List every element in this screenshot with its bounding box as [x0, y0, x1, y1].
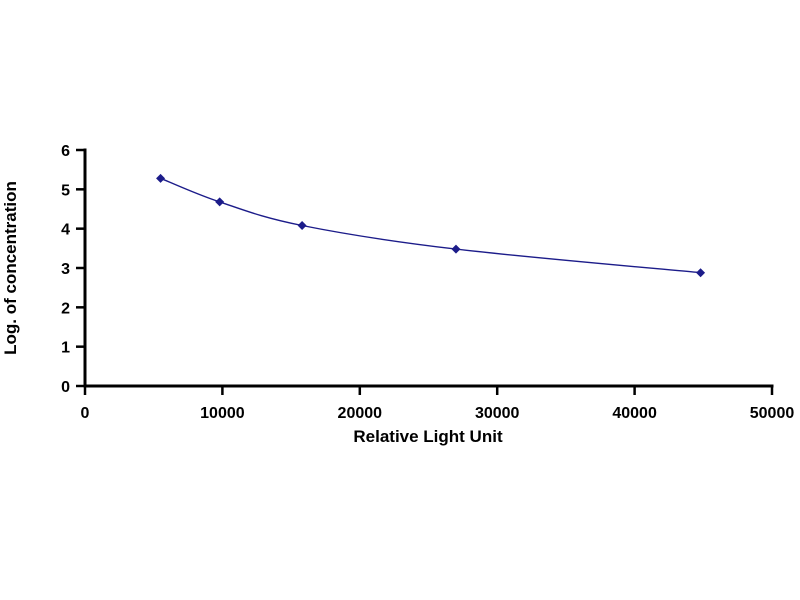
x-tick-label: 20000 — [338, 405, 383, 422]
x-axis-label: Relative Light Unit — [353, 427, 503, 446]
data-series — [156, 173, 706, 278]
y-tick-label: 0 — [61, 379, 70, 396]
x-tick-label: 10000 — [200, 405, 245, 422]
y-tick-label: 3 — [61, 261, 70, 278]
y-tick-label: 1 — [61, 340, 70, 357]
x-tick-label: 30000 — [475, 405, 520, 422]
curve-line — [160, 177, 701, 274]
x-tick-label: 50000 — [750, 405, 795, 422]
data-point-marker — [451, 244, 461, 254]
y-tick-label: 5 — [61, 182, 70, 199]
data-point-marker — [297, 221, 307, 231]
y-tick-label: 4 — [61, 222, 70, 239]
y-tick-label: 6 — [61, 143, 70, 160]
data-point-marker — [696, 268, 706, 278]
y-axis-label: Log. of concentration — [1, 181, 20, 355]
y-tick-label: 2 — [61, 300, 70, 317]
axes: 0 10000 20000 30000 40000 50000 0 1 2 3 4 5 6 — [61, 143, 794, 422]
x-tick-label: 0 — [81, 405, 90, 422]
data-point-marker — [215, 197, 225, 207]
data-point-marker — [156, 173, 166, 183]
x-tick-label: 40000 — [612, 405, 657, 422]
